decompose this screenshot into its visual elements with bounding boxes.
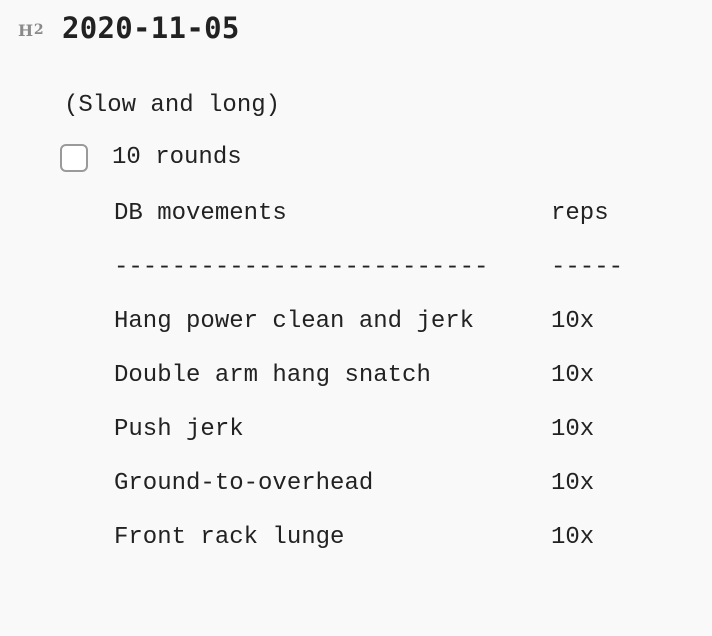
table-separator-movement[interactable]: -------------------------- [114, 254, 489, 281]
table-row[interactable]: Ground-to-overhead 10x [114, 470, 594, 498]
heading-text[interactable]: 2020-11-05 [62, 11, 240, 45]
table-cell-reps[interactable]: 10x [551, 308, 595, 335]
table-cell-reps[interactable]: 10x [551, 470, 595, 497]
task-item[interactable]: 10 rounds [60, 142, 242, 174]
table-cell-reps[interactable]: 10x [551, 524, 595, 551]
task-label[interactable]: 10 rounds [112, 144, 242, 171]
table-row[interactable]: Push jerk 10x [114, 416, 594, 444]
table-separator-reps[interactable]: ----- [551, 254, 624, 281]
table-header-reps[interactable]: reps [551, 200, 609, 227]
table-cell-movement[interactable]: Push jerk [114, 416, 244, 443]
table-cell-movement[interactable]: Ground-to-overhead [114, 470, 374, 497]
heading-marker-level: 2 [33, 22, 44, 38]
table-cell-movement[interactable]: Hang power clean and jerk [114, 308, 475, 335]
table-row[interactable]: Front rack lunge 10x [114, 524, 594, 552]
table-cell-movement[interactable]: Front rack lunge [114, 524, 345, 551]
note-line[interactable]: (Slow and long) [64, 92, 281, 119]
table-header-movement[interactable]: DB movements [114, 200, 287, 227]
task-checkbox[interactable] [60, 144, 88, 172]
table-separator-row[interactable]: -------------------------- ----- [114, 254, 623, 282]
table-row[interactable]: Double arm hang snatch 10x [114, 362, 594, 390]
table-row[interactable]: Hang power clean and jerk 10x [114, 308, 594, 336]
table-header-row[interactable]: DB movements reps [114, 200, 609, 228]
table-cell-movement[interactable]: Double arm hang snatch [114, 362, 431, 389]
table-cell-reps[interactable]: 10x [551, 362, 595, 389]
table-cell-reps[interactable]: 10x [551, 416, 595, 443]
heading-marker-letter: H [18, 20, 33, 40]
